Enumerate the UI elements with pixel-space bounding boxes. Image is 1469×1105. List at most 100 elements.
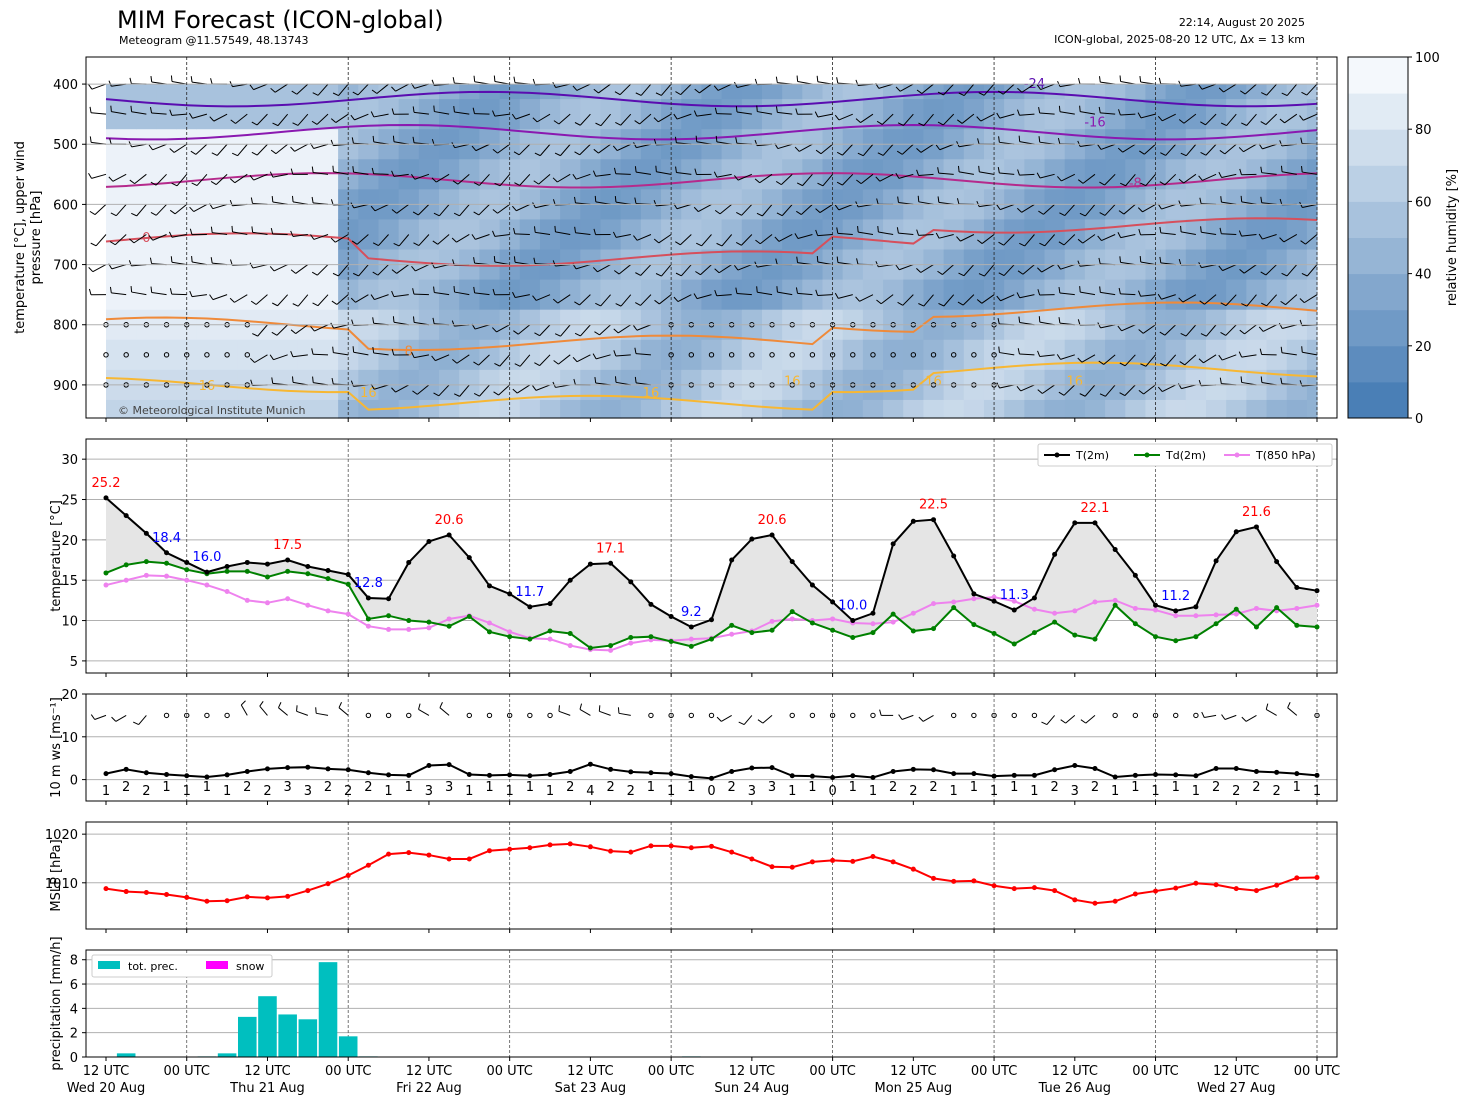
wind-barb: [553, 360, 559, 365]
wind-barb: [1016, 207, 1023, 213]
wind-barb: [576, 83, 591, 91]
wind-barb: [473, 211, 480, 216]
mslp-point: [224, 898, 230, 904]
colorbar-step: [1348, 57, 1408, 94]
series-point-T2m: [123, 513, 129, 519]
humidity-cell: [106, 159, 117, 190]
wind-barb: [533, 226, 536, 233]
wind-barb: [213, 113, 228, 122]
wind-barb: [942, 113, 955, 126]
humidity-cell: [681, 99, 703, 130]
wind-speed-label: 2: [1212, 780, 1220, 795]
series-point-T850hPa: [1132, 605, 1138, 611]
wind-barb: [636, 143, 652, 149]
humidity-cell: [459, 159, 480, 190]
wind-barb: [1019, 294, 1035, 299]
wind-barb: [514, 233, 530, 235]
isotherm-label: -16: [1084, 115, 1105, 130]
forecast-timestamp: 22:14, August 20 2025: [1178, 16, 1305, 29]
wind-barb: [292, 122, 299, 126]
wind-barb: [251, 226, 254, 233]
series-point-T850hPa: [1031, 606, 1037, 612]
wind-barb: [88, 288, 92, 295]
wind-barb: [935, 232, 940, 239]
surface-wind-barb: [918, 716, 924, 722]
wind-barb: [1084, 384, 1096, 397]
mslp-point: [345, 873, 351, 878]
humidity-cell: [1024, 99, 1046, 130]
wind-barb: [395, 83, 409, 92]
series-point-T850hPa: [486, 620, 492, 626]
legend-box: [1037, 443, 1333, 467]
wind-barb: [555, 231, 571, 235]
colorbar-tick-label: 80: [1415, 123, 1432, 138]
wind-barb: [1280, 300, 1286, 306]
wind-barb: [899, 83, 914, 92]
wind-barb: [478, 354, 490, 366]
wind-barb: [499, 174, 511, 187]
calm-circle: [668, 712, 674, 719]
wind-barb: [391, 108, 395, 115]
humidity-cell: [741, 279, 763, 311]
mslp-point: [143, 890, 149, 896]
humidity-cell: [1306, 84, 1318, 100]
wind-speed-point: [769, 765, 775, 771]
wind-barb: [257, 324, 268, 337]
surface-wind-barb: [879, 709, 882, 716]
wind-speed-point: [164, 771, 170, 777]
humidity-cell: [1246, 219, 1268, 251]
humidity-cell: [106, 339, 117, 371]
humidity-cell: [539, 99, 561, 130]
humidity-cell: [156, 84, 178, 100]
wind-barb: [660, 83, 672, 96]
wind-barb: [615, 234, 631, 238]
colorbar-step: [1348, 345, 1408, 383]
wind-barb: [1017, 169, 1020, 176]
wind-speed-point: [809, 773, 815, 779]
wind-barb: [1160, 152, 1166, 156]
wind-barb: [573, 378, 576, 385]
wind-barb: [513, 330, 519, 335]
mslp-point: [931, 875, 937, 881]
wind-barb: [1077, 179, 1084, 184]
series-point-T850hPa: [123, 577, 129, 583]
wind-speed-label: 2: [364, 780, 372, 795]
wind-barb: [1144, 143, 1156, 155]
wind-barb: [272, 173, 288, 178]
wind-barb: [858, 231, 874, 235]
humidity-cell: [217, 159, 238, 190]
wind-barb: [350, 114, 355, 121]
extremum-label: 9.2: [681, 605, 702, 620]
wind-barb: [1038, 316, 1041, 323]
wind-barb: [1243, 264, 1257, 274]
wind-barb: [837, 232, 853, 235]
calm-circle: [1011, 712, 1017, 719]
wind-barb: [89, 210, 96, 216]
wind-barb: [1079, 393, 1086, 397]
wind-barb: [553, 120, 560, 125]
humidity-cell: [1084, 339, 1106, 371]
wind-barb: [600, 113, 611, 126]
wind-barb: [920, 143, 934, 153]
wind-barb: [333, 352, 349, 356]
humidity-cell: [539, 84, 561, 100]
wind-barb: [860, 113, 874, 123]
wind-barb: [1185, 143, 1197, 157]
extremum-label: 12.8: [354, 576, 383, 591]
wind-barb: [777, 291, 793, 296]
x-tick-label: 12 UTC: [890, 1064, 936, 1079]
wind-barb: [714, 268, 720, 274]
wind-barb: [1205, 113, 1217, 126]
isotherm-label: 16: [784, 375, 801, 390]
wind-barb: [451, 237, 457, 243]
wind-barb: [494, 113, 510, 117]
wind-barb: [1177, 383, 1182, 389]
humidity-cell: [1246, 159, 1268, 190]
wind-barb: [939, 143, 954, 151]
x-tick-label: 12 UTC: [1213, 1064, 1259, 1079]
humidity-cell: [1205, 399, 1227, 419]
humidity-cell: [257, 399, 279, 419]
humidity-cell: [560, 399, 581, 419]
wind-barb: [1161, 294, 1176, 300]
wind-barb: [432, 317, 435, 324]
